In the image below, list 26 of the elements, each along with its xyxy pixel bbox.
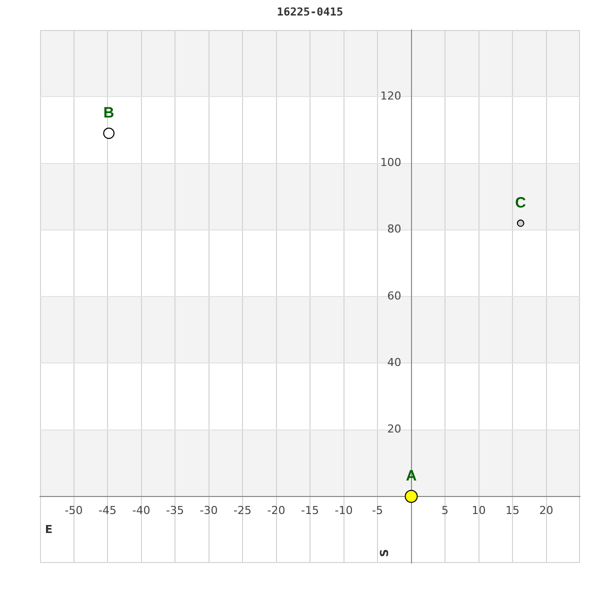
- x-tick-label: -50: [64, 504, 83, 517]
- y-tick-label: 60: [387, 289, 402, 302]
- x-tick-label: -25: [234, 504, 252, 517]
- y-tick-label: 20: [387, 422, 402, 436]
- x-tick-label: -15: [301, 504, 319, 517]
- x-tick-label: 5: [442, 504, 448, 517]
- y-axis-title: S: [378, 548, 392, 557]
- x-tick-label: -5: [372, 504, 383, 517]
- series-label: A: [406, 468, 417, 485]
- chart-title: 16225-0415: [276, 5, 344, 18]
- series-label: C: [515, 194, 526, 212]
- x-tick-label: -45: [98, 504, 116, 517]
- x-tick-label: -30: [200, 504, 218, 517]
- x-tick-label: -35: [166, 504, 184, 517]
- x-axis-title: E: [45, 523, 53, 536]
- series-label: B: [103, 104, 114, 122]
- x-tick-label: 20: [539, 504, 554, 517]
- y-tick-label: 120: [380, 89, 402, 102]
- x-tick-label: -10: [334, 504, 353, 517]
- y-tick-label: 40: [387, 356, 402, 369]
- x-tick-label: -40: [132, 504, 150, 517]
- y-tick-label: 80: [387, 222, 402, 236]
- x-tick-label: -20: [267, 504, 286, 517]
- y-tick-label: 100: [380, 156, 402, 170]
- x-tick-label: 10: [472, 504, 486, 517]
- x-tick-label: 15: [506, 504, 520, 517]
